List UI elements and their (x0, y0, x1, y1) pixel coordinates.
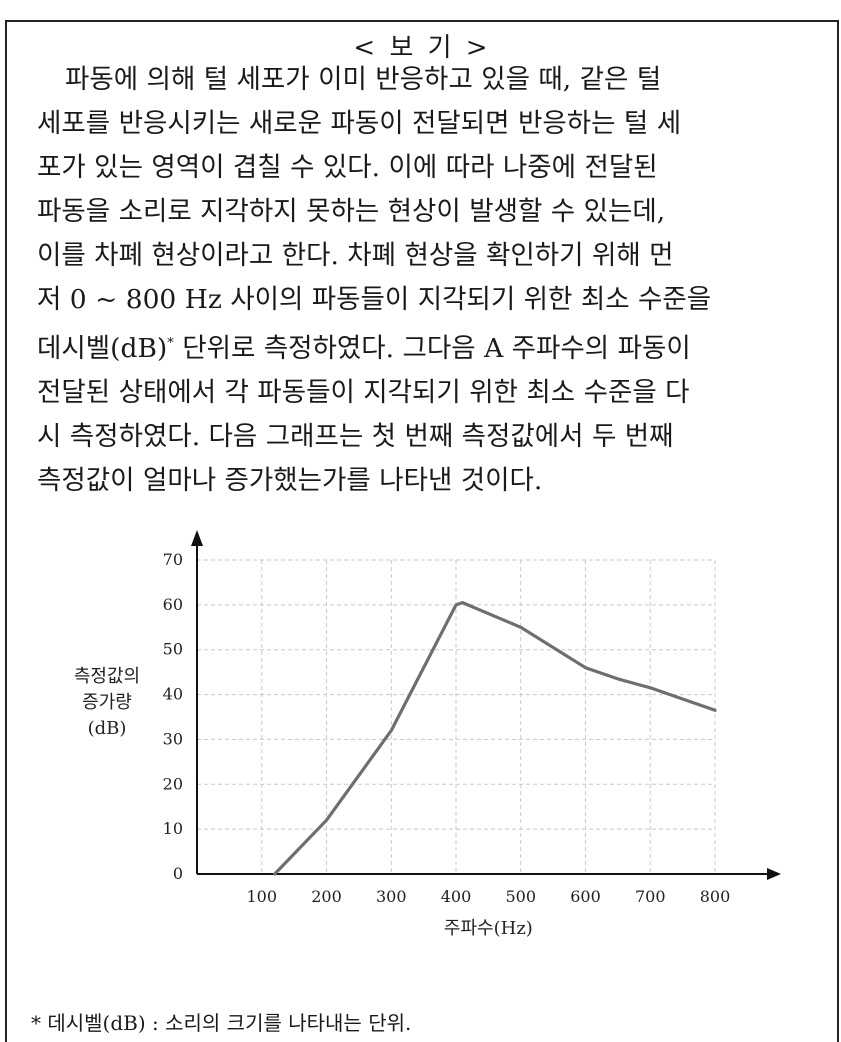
y-tick-label: 30 (163, 729, 183, 748)
y-axis-arrow (191, 530, 203, 546)
passage-line: 세포를 반응시키는 새로운 파동이 전달되면 반응하는 털 세 (37, 108, 682, 139)
passage-line: 측정값이 얼마나 증가했는가를 나타낸 것이다. (37, 464, 543, 496)
x-tick-label: 400 (441, 887, 472, 906)
y-tick-label: 20 (163, 774, 183, 793)
passage: 파동에 의해 털 세포가 이미 반응하고 있을 때, 같은 털 세포를 반응시키… (37, 58, 837, 503)
passage-line: 시 측정하였다. 다음 그래프는 첫 번째 측정값에서 두 번째 (37, 420, 674, 452)
passage-line: 데시벨(dB)* 단위로 측정하였다. 그다음 A 주파수의 파동이 (37, 322, 837, 371)
x-axis-label: 주파수(Hz) (444, 918, 533, 939)
passage-line: 파동에 의해 털 세포가 이미 반응하고 있을 때, 같은 털 (65, 64, 662, 95)
footnote: * 데시벨(dB) : 소리의 크기를 나타내는 단위. (31, 1011, 412, 1035)
y-axis-label: 증가량 (82, 692, 132, 713)
y-tick-label: 10 (163, 819, 183, 838)
passage-line: 포가 있는 영역이 겹칠 수 있다. 이에 따라 나중에 전달된 (37, 152, 658, 183)
y-axis-label: (dB) (88, 718, 127, 739)
x-tick-label: 600 (570, 887, 601, 906)
passage-text: 데시벨(dB) (37, 332, 168, 364)
passage-line: 이를 차폐 현상이라고 한다. 차폐 현상을 확인하기 위해 먼 (37, 240, 674, 271)
x-axis-arrow (767, 868, 781, 880)
x-tick-label: 300 (376, 887, 407, 906)
box-title-text: < 보 기 > (339, 33, 505, 63)
x-tick-label: 700 (635, 887, 666, 906)
y-axis-label: 측정값의 (74, 666, 140, 687)
x-tick-label: 200 (311, 887, 342, 906)
footnote-marker: * (167, 336, 174, 351)
y-tick-label: 0 (173, 864, 183, 883)
passage-line: 파동을 소리로 지각하지 못하는 현상이 발생할 수 있는데, (37, 196, 666, 227)
series-line (273, 600, 717, 876)
y-tick-label: 70 (163, 550, 183, 569)
x-tick-label: 100 (246, 887, 277, 906)
x-tick-label: 800 (700, 887, 731, 906)
example-box: < 보 기 > 파동에 의해 털 세포가 이미 반응하고 있을 때, 같은 털 … (5, 20, 839, 1042)
y-tick-label: 60 (163, 595, 183, 614)
passage-text: 단위로 측정하였다. 그다음 A 주파수의 파동이 (173, 332, 691, 364)
passage-line: 전달된 상태에서 각 파동들이 지각되기 위한 최소 수준을 다 (37, 376, 690, 408)
y-tick-label: 50 (163, 640, 183, 659)
box-title: < 보 기 > (7, 27, 837, 64)
frequency-chart: 100 200 300 400 500 600 700 800 0 10 20 30 40 50 60 70 주… (74, 530, 781, 939)
x-tick-label: 500 (505, 887, 536, 906)
passage-line: 저 0 ~ 800 Hz 사이의 파동들이 지각되기 위한 최소 수준을 (37, 284, 712, 315)
y-tick-label: 40 (163, 685, 183, 704)
